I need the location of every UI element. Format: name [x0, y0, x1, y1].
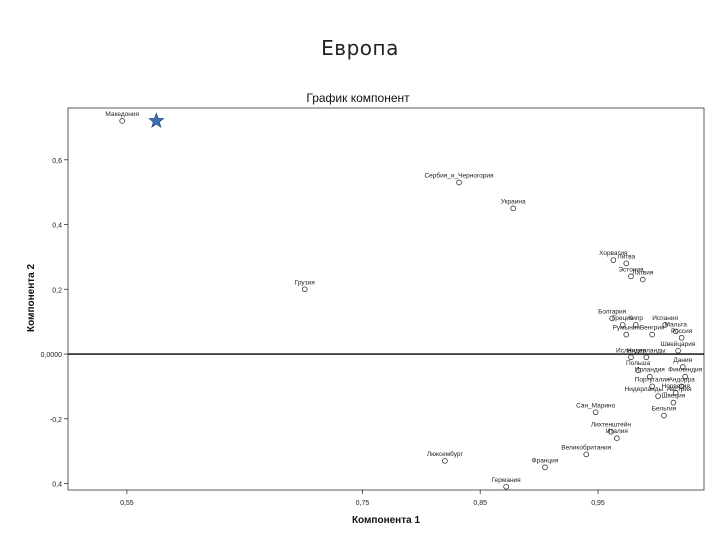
- data-point-marker: [619, 322, 626, 328]
- data-point-label: Финляндия: [668, 367, 702, 374]
- data-point-marker: [608, 428, 614, 435]
- data-point-label: Норвегия: [662, 383, 691, 390]
- data-point-label: Латвия: [632, 270, 654, 277]
- star-icon: [148, 112, 165, 128]
- data-point-label: Нидерланды: [627, 347, 666, 354]
- data-point-marker: [610, 257, 617, 263]
- x-axis-label: Компонента 1: [352, 515, 421, 526]
- x-tick-label: 0,55: [120, 500, 134, 507]
- data-point-marker: [628, 354, 634, 361]
- data-point-marker: [442, 458, 448, 464]
- data-point-marker: [542, 464, 548, 471]
- data-point-marker: [678, 383, 685, 390]
- data-point-marker: [632, 322, 639, 328]
- x-tick-label: 0,95: [591, 500, 605, 507]
- data-point-marker: [119, 118, 125, 124]
- data-point-label: Великобритания: [561, 443, 611, 451]
- data-point-label: Хорватия: [599, 250, 628, 257]
- data-point-marker: [628, 273, 634, 280]
- data-point-label: Дания: [673, 357, 692, 364]
- data-point-marker: [503, 483, 509, 490]
- y-tick-label: 0,4: [52, 223, 62, 230]
- points-group: Македония Сербия_и_Черногория Украина Грузи…: [105, 111, 703, 490]
- data-point-label: Швейцария: [661, 340, 696, 348]
- data-point-marker: [510, 205, 517, 212]
- data-point-label: Швеция: [661, 393, 685, 400]
- data-point-label: Франция: [532, 457, 559, 464]
- data-point-label: Мальта: [665, 321, 688, 328]
- data-point-label: Россия: [671, 328, 693, 335]
- data-point-marker: [301, 286, 308, 293]
- axes-group: 0,6 0,4 0,2 0,0000 -0,2 0,4 0,55 0,75 0,85 0,95: [41, 158, 704, 507]
- data-point-label: Венгрия: [640, 325, 665, 332]
- data-point-label: Польша: [626, 360, 651, 367]
- data-point-label: Эстония: [618, 266, 644, 273]
- y-axis-label: Компонента 2: [26, 264, 37, 333]
- data-point-label: Болгария: [598, 308, 627, 315]
- data-point-label: Сан_Марино: [576, 402, 616, 409]
- y-tick-label: -0,2: [50, 417, 62, 424]
- data-point-label: Ирландия: [635, 367, 665, 374]
- data-point-marker: [649, 383, 655, 390]
- data-point-label: Люксембург: [427, 450, 464, 458]
- data-point-marker: [679, 364, 686, 370]
- data-point-label: Грузия: [295, 279, 316, 286]
- data-point-label: Украина: [501, 198, 526, 205]
- data-point-label: Лихтенштейн: [591, 421, 632, 429]
- x-tick-label: 0,75: [356, 500, 370, 507]
- data-point-label: Испания: [652, 315, 678, 322]
- data-point-marker: [655, 393, 661, 399]
- data-point-label: Македония: [105, 111, 139, 118]
- data-point-label: Португалия: [635, 376, 670, 383]
- data-point-label: Нидерланды_Австрия: [625, 386, 692, 393]
- data-point-label: Румыния: [613, 325, 641, 332]
- y-tick-label: 0,0000: [41, 352, 63, 359]
- data-point-marker: [682, 373, 688, 380]
- y-tick-label: 0,6: [52, 158, 62, 165]
- data-point-marker: [678, 335, 685, 341]
- data-point-marker: [672, 328, 679, 335]
- y-tick-label: 0,4: [52, 482, 62, 489]
- data-point-label: Бельгия: [652, 406, 677, 413]
- data-point-marker: [672, 390, 679, 396]
- data-point-label: Андорра: [669, 376, 696, 383]
- data-point-marker: [643, 354, 650, 361]
- data-point-label: Греция: [612, 315, 634, 322]
- data-point-marker: [592, 409, 599, 416]
- data-point-marker: [583, 451, 590, 458]
- data-point-marker: [623, 331, 630, 338]
- data-point-label: Кипр: [628, 315, 643, 322]
- x-tick-label: 0,85: [473, 500, 487, 507]
- chart-title: График компонент: [306, 91, 410, 105]
- data-point-marker: [670, 399, 677, 406]
- y-tick-label: 0,2: [52, 287, 62, 294]
- data-point-label: Литва: [617, 253, 635, 260]
- data-point-marker: [456, 179, 462, 186]
- plot-area: [67, 107, 705, 491]
- data-point-label: Италия: [606, 428, 629, 435]
- data-point-marker: [614, 435, 620, 442]
- data-point-marker: [647, 373, 653, 380]
- data-point-marker: [609, 315, 615, 322]
- data-point-marker: [661, 412, 667, 419]
- data-point-label: Исландия: [616, 347, 646, 354]
- slide-title: Европа: [321, 36, 399, 60]
- data-point-label: Германия: [492, 477, 522, 484]
- data-point-marker: [639, 276, 646, 283]
- data-point-marker: [662, 322, 668, 328]
- data-point-marker: [675, 347, 681, 354]
- data-point-marker: [649, 331, 655, 338]
- data-point-label: Сербия_и_Черногория: [424, 171, 494, 179]
- data-point-marker: [635, 367, 641, 374]
- data-point-marker: [623, 260, 630, 267]
